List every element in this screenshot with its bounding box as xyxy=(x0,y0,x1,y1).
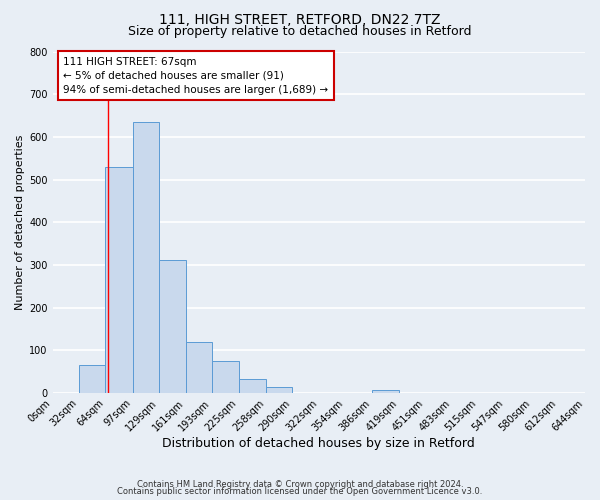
Bar xyxy=(371,390,399,393)
Text: 111 HIGH STREET: 67sqm
← 5% of detached houses are smaller (91)
94% of semi-deta: 111 HIGH STREET: 67sqm ← 5% of detached … xyxy=(63,56,328,94)
X-axis label: Distribution of detached houses by size in Retford: Distribution of detached houses by size … xyxy=(163,437,475,450)
Bar xyxy=(212,361,239,393)
Bar xyxy=(266,387,292,393)
Text: Size of property relative to detached houses in Retford: Size of property relative to detached ho… xyxy=(128,25,472,38)
Y-axis label: Number of detached properties: Number of detached properties xyxy=(15,134,25,310)
Bar xyxy=(133,122,159,393)
Bar xyxy=(106,166,133,393)
Text: Contains HM Land Registry data © Crown copyright and database right 2024.: Contains HM Land Registry data © Crown c… xyxy=(137,480,463,489)
Text: 111, HIGH STREET, RETFORD, DN22 7TZ: 111, HIGH STREET, RETFORD, DN22 7TZ xyxy=(159,12,441,26)
Bar xyxy=(159,260,185,393)
Text: Contains public sector information licensed under the Open Government Licence v3: Contains public sector information licen… xyxy=(118,487,482,496)
Bar xyxy=(239,379,266,393)
Bar xyxy=(185,342,212,393)
Bar xyxy=(79,365,106,393)
